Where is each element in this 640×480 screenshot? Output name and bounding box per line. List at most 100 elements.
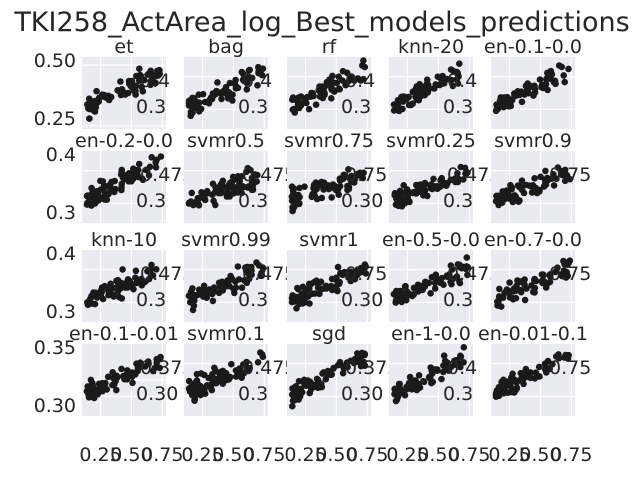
scatter-point — [223, 89, 231, 96]
inset-tick-label: 0.75 — [549, 263, 591, 285]
subplot-3: knn-20 0.4 0.3 — [389, 36, 477, 129]
scatter-point — [226, 282, 233, 290]
scatter-point — [91, 292, 99, 300]
figure-title: TKI258_ActArea_log_Best_models_predictio… — [13, 7, 629, 38]
scatter-point — [438, 375, 445, 383]
scatter-point — [354, 350, 361, 357]
scatter-point — [524, 80, 531, 88]
scatter-point — [522, 181, 530, 189]
scatter-point — [190, 291, 198, 299]
scatter-point — [244, 184, 252, 191]
scatter-point — [311, 290, 319, 297]
scatter-point — [236, 365, 243, 372]
scatter-point — [130, 170, 138, 178]
scatter-point — [340, 171, 348, 179]
scatter-point — [136, 65, 143, 72]
scatter-point — [512, 386, 519, 394]
scatter-point — [219, 287, 227, 294]
subplot-0: et 0.25 0.50 0.4 0.3 — [34, 36, 171, 130]
subplot-title: knn-10 — [91, 229, 157, 251]
scatter-point — [517, 369, 525, 377]
scatter-point — [547, 75, 554, 83]
scatter-point — [187, 198, 195, 205]
scatter-point — [434, 73, 442, 80]
inset-tick-label: 0.30 — [341, 289, 383, 311]
scatter-point — [124, 89, 132, 97]
scatter-point — [500, 103, 507, 111]
x-tick-label: 0.50 — [519, 444, 561, 466]
scatter-point — [188, 103, 195, 110]
scatter-point — [90, 106, 97, 114]
scatter-point — [103, 94, 111, 101]
inset-tick-label: 0.475 — [447, 263, 501, 285]
scatter-point — [348, 172, 355, 180]
scatter-point — [503, 288, 511, 296]
scatter-point — [228, 360, 235, 368]
scatter-point — [460, 176, 467, 183]
scatter-point — [222, 83, 230, 91]
scatter-point — [394, 387, 402, 394]
scatter-point — [119, 266, 126, 273]
scatter-point — [148, 154, 155, 161]
scatter-point — [445, 367, 453, 374]
inset-tick-label: 0.375 — [345, 357, 399, 379]
scatter-point — [422, 181, 429, 188]
scatter-point — [155, 72, 162, 79]
x-tick-label: 0.75 — [141, 444, 183, 466]
x-tick-label: 0.75 — [243, 444, 285, 466]
scatter-point — [454, 170, 461, 177]
scatter-point — [297, 93, 305, 100]
scatter-point — [91, 300, 99, 308]
scatter-point — [565, 65, 572, 73]
scatter-point — [156, 364, 163, 372]
scatter-point — [289, 402, 296, 410]
inset-tick-label: 0.3 — [443, 289, 473, 311]
scatter-point — [532, 369, 540, 377]
scatter-point — [345, 166, 352, 173]
subplot-title: et — [114, 36, 133, 58]
inset-tick-label: 0.75 — [345, 263, 387, 285]
y-tick-label: 0.4 — [46, 144, 76, 166]
x-tick-label: 0.25 — [488, 444, 530, 466]
scatter-point — [357, 77, 365, 84]
scatter-point — [145, 172, 153, 179]
subplot-title: svmr0.1 — [187, 323, 265, 345]
scatter-point — [505, 100, 513, 108]
scatter-point — [454, 175, 462, 182]
scatter-point — [117, 279, 125, 287]
scatter-point — [111, 185, 119, 193]
x-tick-label: 0.75 — [346, 444, 388, 466]
scatter-point — [464, 271, 471, 279]
scatter-point — [87, 376, 95, 384]
scatter-point — [253, 259, 260, 266]
scatter-point — [542, 167, 549, 175]
scatter-point — [406, 373, 414, 381]
scatter-point — [308, 193, 316, 201]
scatter-point — [138, 175, 146, 182]
scatter-point — [521, 296, 529, 304]
subplot-title: en-0.2-0.0 — [75, 130, 173, 152]
scatter-point — [319, 94, 327, 102]
scatter-point — [402, 283, 409, 290]
subplot-6: svmr0.5 0.475 0.3 — [184, 130, 296, 223]
scatter-point — [523, 87, 531, 94]
scatter-point — [328, 194, 336, 201]
scatter-point — [538, 271, 546, 278]
scatter-point — [512, 193, 519, 200]
scatter-point — [555, 354, 563, 362]
scatter-point — [248, 174, 256, 181]
subplot-10: knn-10 0.3 0.4 0.475 0.3 — [46, 229, 195, 323]
scatter-point — [290, 189, 297, 196]
scatter-point — [510, 285, 518, 292]
scatter-point — [460, 344, 468, 351]
scatter-point — [231, 289, 238, 297]
scatter-point — [336, 358, 344, 366]
scatter-point — [434, 185, 441, 192]
scatter-point — [532, 277, 540, 285]
scatter-point — [552, 80, 559, 88]
scatter-point — [416, 282, 423, 290]
scatter-point — [492, 390, 500, 397]
scatter-point — [293, 200, 300, 207]
subplot-16: svmr0.1 0.475 0.3 — [184, 323, 296, 416]
scatter-point — [258, 272, 266, 280]
